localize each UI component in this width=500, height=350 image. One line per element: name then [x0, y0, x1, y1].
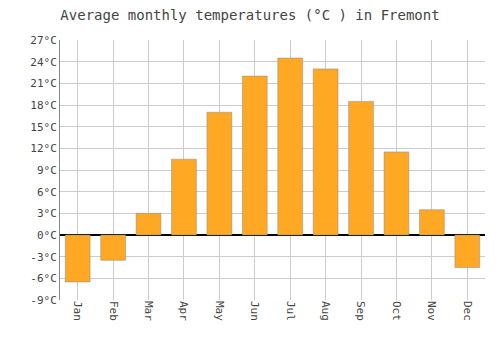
svg-text:Jun: Jun — [248, 301, 261, 321]
svg-text:Dec: Dec — [461, 301, 474, 321]
svg-text:3°C: 3°C — [37, 207, 57, 220]
svg-text:Jul: Jul — [284, 301, 297, 321]
svg-text:Nov: Nov — [425, 301, 438, 321]
svg-text:21°C: 21°C — [30, 77, 57, 90]
svg-text:6°C: 6°C — [37, 186, 57, 199]
svg-text:27°C: 27°C — [30, 34, 57, 47]
svg-text:Aug: Aug — [319, 301, 332, 321]
svg-text:Mar: Mar — [142, 301, 155, 321]
svg-text:Apr: Apr — [177, 301, 190, 321]
svg-text:-6°C: -6°C — [30, 272, 57, 285]
svg-text:Sep: Sep — [354, 301, 367, 321]
svg-text:15°C: 15°C — [30, 121, 57, 134]
svg-text:9°C: 9°C — [37, 164, 57, 177]
svg-text:Average monthly temperatures (: Average monthly temperatures (°C ) in Fr… — [60, 7, 439, 23]
svg-text:12°C: 12°C — [30, 142, 57, 155]
svg-text:0°C: 0°C — [37, 229, 57, 242]
svg-text:18°C: 18°C — [30, 99, 57, 112]
svg-text:24°C: 24°C — [30, 56, 57, 69]
svg-text:Oct: Oct — [390, 301, 403, 321]
svg-text:-9°C: -9°C — [30, 294, 57, 307]
svg-text:-3°C: -3°C — [30, 251, 57, 264]
svg-text:Feb: Feb — [107, 301, 120, 321]
svg-text:Jan: Jan — [71, 301, 84, 321]
svg-text:May: May — [213, 301, 226, 321]
